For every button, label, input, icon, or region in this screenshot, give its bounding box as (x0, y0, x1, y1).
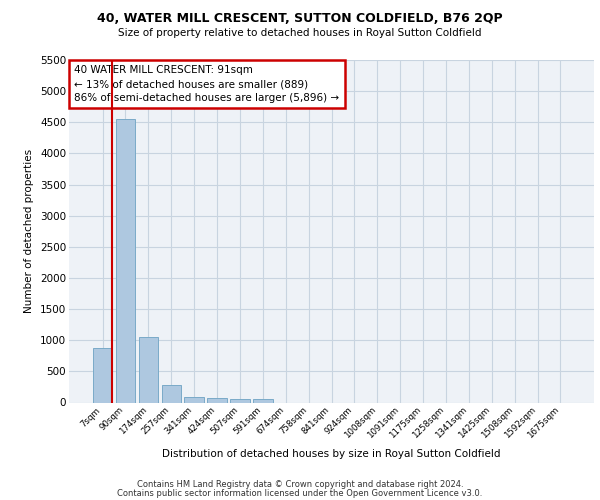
Bar (208, 398, 227, 402)
Text: Contains HM Land Registry data © Crown copyright and database right 2024.: Contains HM Land Registry data © Crown c… (137, 480, 463, 489)
Bar (230, 399, 250, 402)
Bar (93, 348, 112, 403)
Bar (139, 337, 158, 402)
Text: Contains public sector information licensed under the Open Government Licence v3: Contains public sector information licen… (118, 488, 482, 498)
Y-axis label: Number of detached properties: Number of detached properties (25, 149, 34, 314)
Bar (253, 399, 272, 402)
Bar (116, 119, 135, 403)
X-axis label: Distribution of detached houses by size in Royal Sutton Coldfield: Distribution of detached houses by size … (162, 448, 501, 458)
Text: 40, WATER MILL CRESCENT, SUTTON COLDFIELD, B76 2QP: 40, WATER MILL CRESCENT, SUTTON COLDFIEL… (97, 12, 503, 26)
Bar (161, 385, 181, 402)
Bar (184, 397, 204, 402)
Text: Size of property relative to detached houses in Royal Sutton Coldfield: Size of property relative to detached ho… (118, 28, 482, 38)
Text: 40 WATER MILL CRESCENT: 91sqm
← 13% of detached houses are smaller (889)
86% of : 40 WATER MILL CRESCENT: 91sqm ← 13% of d… (74, 65, 340, 103)
